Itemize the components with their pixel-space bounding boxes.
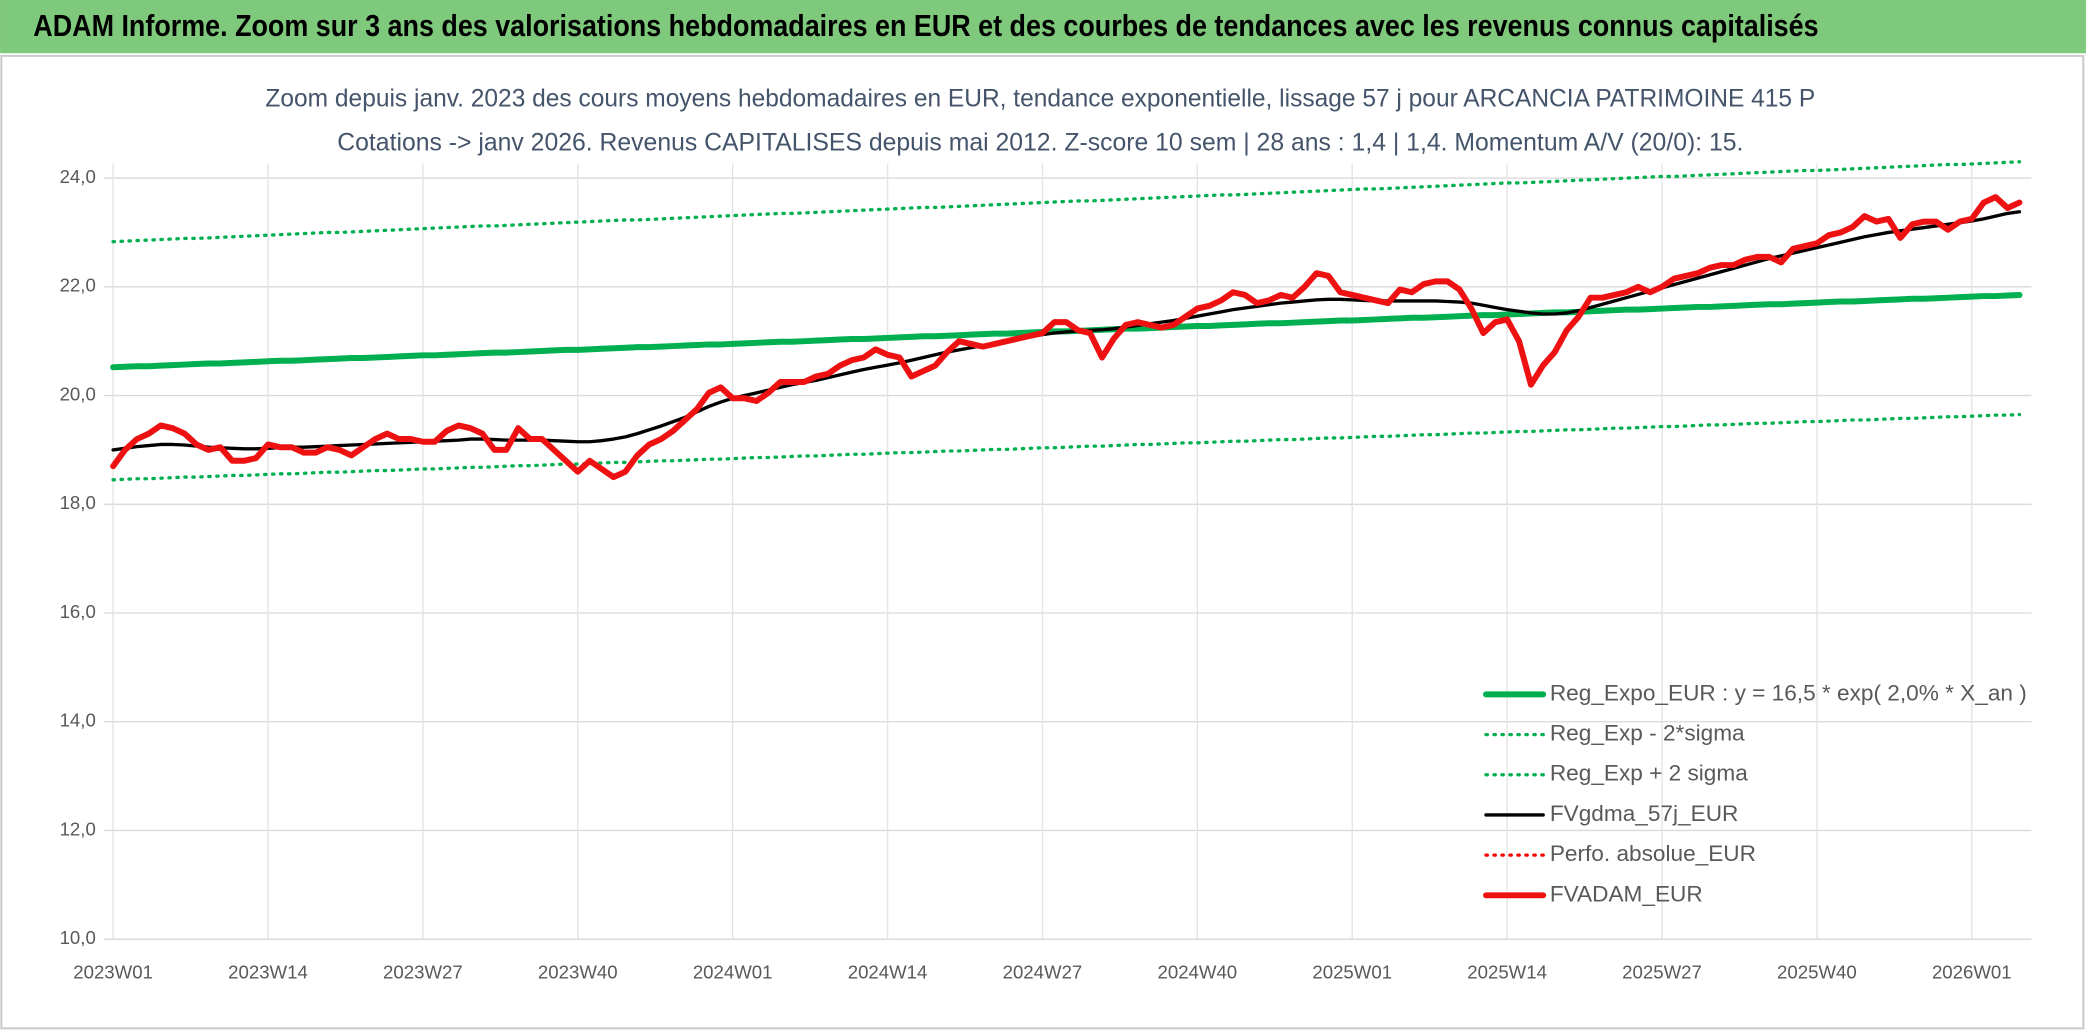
legend-label: FVADAM_EUR xyxy=(1550,881,1703,906)
y-tick-label: 22,0 xyxy=(60,275,96,296)
y-tick-label: 12,0 xyxy=(60,818,96,839)
legend-label: Reg_Exp + 2 sigma xyxy=(1550,761,1748,786)
series-line xyxy=(111,160,2022,244)
x-tick-label: 2025W27 xyxy=(1622,962,1702,983)
x-tick-label: 2023W01 xyxy=(73,962,153,983)
x-tick-label: 2024W14 xyxy=(848,962,928,983)
x-tick-label: 2024W01 xyxy=(693,962,773,983)
x-tick-label: 2023W40 xyxy=(538,962,618,983)
y-tick-label: 14,0 xyxy=(60,710,96,731)
y-tick-label: 10,0 xyxy=(60,927,96,948)
y-tick-label: 16,0 xyxy=(60,601,96,622)
legend-label: Perfo. absolue_EUR xyxy=(1550,841,1756,866)
header-title: ADAM Informe. Zoom sur 3 ans des valoris… xyxy=(33,9,1818,43)
x-tick-label: 2023W27 xyxy=(383,962,463,983)
y-tick-label: 20,0 xyxy=(60,383,96,404)
x-tick-label: 2025W14 xyxy=(1467,962,1547,983)
legend-label: Reg_Expo_EUR : y = 16,5 * exp( 2,0% * X_… xyxy=(1550,680,2027,705)
x-tick-label: 2024W27 xyxy=(1003,962,1083,983)
legend-label: FVgdma_57j_EUR xyxy=(1550,801,1739,826)
series-line xyxy=(111,412,2022,482)
chart-title: Zoom depuis janv. 2023 des cours moyens … xyxy=(265,84,1815,112)
x-tick-label: 2025W01 xyxy=(1312,962,1392,983)
y-tick-label: 24,0 xyxy=(60,166,96,187)
x-tick-label: 2023W14 xyxy=(228,962,308,983)
series-line xyxy=(110,194,2023,481)
chart-subtitle: Cotations -> janv 2026. Revenus CAPITALI… xyxy=(337,128,1743,156)
legend-label: Reg_Exp - 2*sigma xyxy=(1550,721,1745,746)
x-tick-label: 2025W40 xyxy=(1777,962,1857,983)
y-tick-label: 18,0 xyxy=(60,492,96,513)
x-tick-label: 2026W01 xyxy=(1932,962,2012,983)
x-tick-label: 2024W40 xyxy=(1158,962,1238,983)
header-band xyxy=(0,0,2086,54)
